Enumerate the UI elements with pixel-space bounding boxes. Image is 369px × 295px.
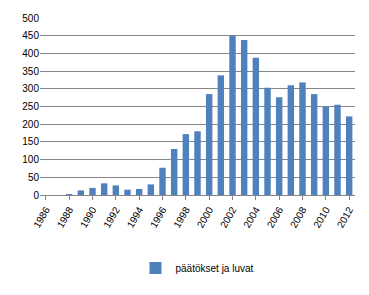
svg-text:450: 450 — [22, 30, 39, 41]
svg-text:2002: 2002 — [218, 205, 239, 230]
svg-text:2012: 2012 — [335, 205, 356, 230]
svg-text:2006: 2006 — [265, 205, 286, 230]
svg-text:300: 300 — [22, 83, 39, 94]
svg-text:0: 0 — [33, 190, 39, 201]
svg-text:1992: 1992 — [101, 205, 122, 230]
svg-text:500: 500 — [22, 13, 39, 24]
svg-text:1988: 1988 — [55, 205, 76, 230]
svg-text:päätökset ja luvat: päätökset ja luvat — [176, 263, 254, 274]
svg-text:50: 50 — [28, 172, 40, 183]
svg-text:250: 250 — [22, 101, 39, 112]
svg-text:1994: 1994 — [125, 205, 146, 230]
svg-text:1996: 1996 — [148, 205, 169, 230]
svg-text:400: 400 — [22, 48, 39, 59]
svg-text:100: 100 — [22, 154, 39, 165]
svg-text:2000: 2000 — [195, 205, 216, 230]
svg-text:1990: 1990 — [78, 205, 99, 230]
svg-text:2004: 2004 — [241, 205, 262, 230]
svg-text:2008: 2008 — [288, 205, 309, 230]
svg-text:150: 150 — [22, 136, 39, 147]
svg-text:200: 200 — [22, 119, 39, 130]
svg-text:2010: 2010 — [311, 205, 332, 230]
svg-text:1998: 1998 — [171, 205, 192, 230]
svg-text:350: 350 — [22, 66, 39, 77]
svg-text:1986: 1986 — [31, 205, 52, 230]
